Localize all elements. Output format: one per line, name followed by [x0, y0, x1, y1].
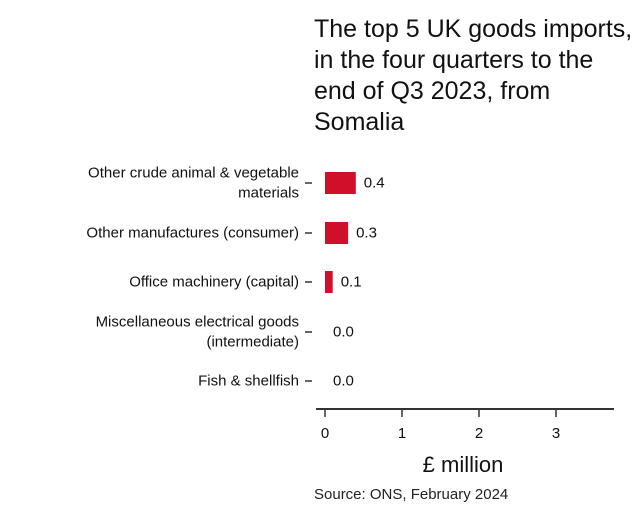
category-label: Other crude animal & vegetable [88, 165, 299, 182]
x-axis-label: £ million [423, 452, 504, 477]
category-label: (intermediate) [206, 334, 299, 351]
value-label: 0.3 [356, 225, 377, 242]
x-tick-label: 3 [552, 425, 560, 442]
value-label: 0.0 [333, 324, 354, 341]
category-label: Office machinery (capital) [129, 274, 299, 291]
x-tick-label: 0 [321, 425, 329, 442]
x-tick-label: 2 [475, 425, 483, 442]
category-label: Fish & shellfish [198, 373, 299, 390]
value-label: 0.4 [364, 175, 385, 192]
value-label: 0.0 [333, 373, 354, 390]
chart-title: The top 5 UK goods imports, in the four … [314, 15, 633, 136]
x-tick-label: 1 [398, 425, 406, 442]
bar [325, 222, 349, 244]
y-axis-ticks [305, 182, 312, 382]
category-label: materials [238, 185, 299, 202]
value-labels: 0.4 0.3 0.1 0.0 0.0 [333, 175, 385, 390]
category-labels: Other crude animal & vegetable materials O… [86, 165, 299, 390]
bar [325, 172, 356, 194]
source-note: Source: ONS, February 2024 [314, 486, 509, 503]
category-label: Miscellaneous electrical goods [96, 314, 299, 331]
bar [325, 271, 333, 293]
value-label: 0.1 [341, 274, 362, 291]
bars [325, 172, 356, 293]
category-label: Other manufactures (consumer) [86, 225, 299, 242]
x-axis-ticks: 0 1 2 3 [321, 409, 560, 442]
